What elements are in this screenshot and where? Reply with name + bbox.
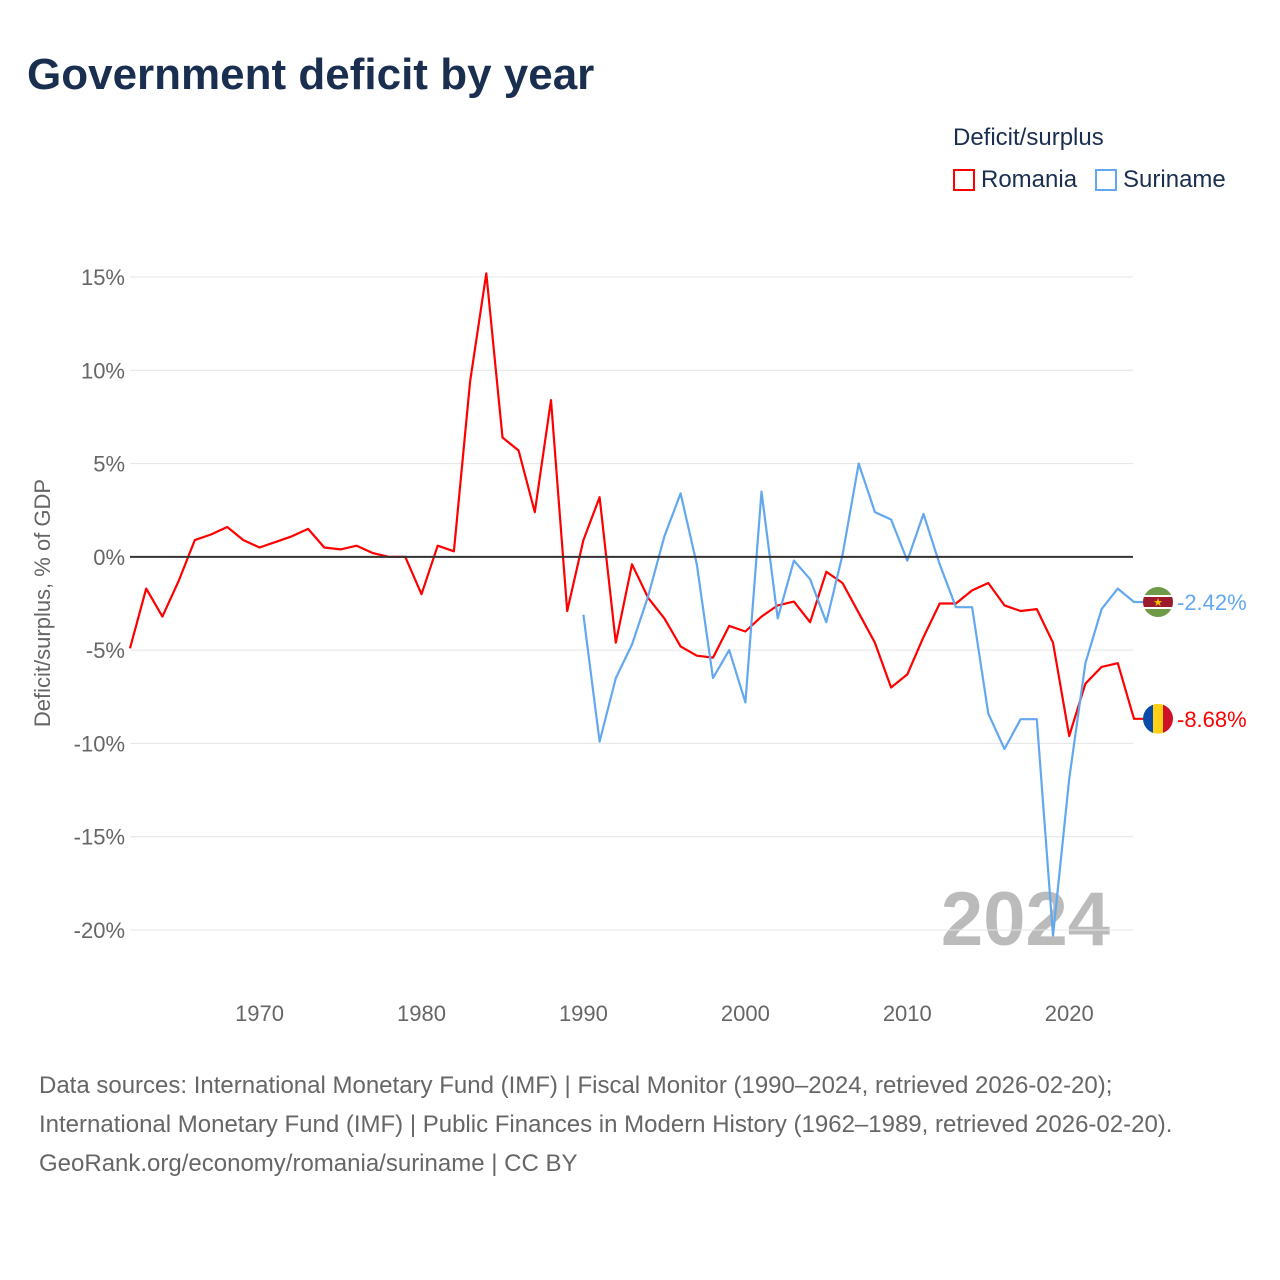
legend-title: Deficit/surplus [953,124,1104,151]
legend: Romania Suriname [953,166,1226,194]
y-tick-label: 0% [93,545,125,570]
series-line-romania[interactable] [128,272,1144,738]
legend-label-romania: Romania [981,166,1078,193]
y-tick-label: -5% [86,638,125,663]
end-label-suriname: -2.42% [1177,590,1247,615]
sources-link[interactable]: GeoRank.org/economy/romania/suriname | C… [39,1150,578,1177]
y-tick-label: 10% [81,358,125,383]
y-tick-label: -20% [74,918,125,943]
x-tick-label: 2010 [883,1001,932,1026]
legend-item-romania[interactable]: Romania [953,166,1077,194]
x-tick-label: 1980 [397,1001,446,1026]
legend-label-suriname: Suriname [1123,166,1226,193]
legend-swatch-suriname [1095,169,1118,191]
legend-item-suriname[interactable]: Suriname [1095,166,1226,194]
end-label-romania: -8.68% [1177,707,1247,732]
y-tick-label: 15% [81,265,125,290]
data-sources: Data sources: International Monetary Fun… [39,1066,1239,1183]
romania-flag-icon [1143,703,1173,734]
chart-title: Government deficit by year [27,50,595,99]
series-line-suriname[interactable] [582,462,1144,937]
x-tick-label: 1970 [235,1001,284,1026]
y-axis-label: Deficit/surplus, % of GDP [30,479,55,727]
x-tick-label: 2020 [1045,1001,1094,1026]
legend-swatch-romania [953,169,975,191]
svg-text:★: ★ [1153,597,1163,609]
suriname-flag-icon: ★ [1143,587,1173,618]
year-watermark: 2024 [941,877,1110,962]
y-tick-label: -15% [74,825,125,850]
x-tick-label: 2000 [721,1001,770,1026]
y-tick-label: -10% [74,731,125,756]
y-tick-label: 5% [93,452,125,477]
x-tick-label: 1990 [559,1001,608,1026]
sources-text: Data sources: International Monetary Fun… [39,1072,1173,1138]
plot-area: 2024 15% 10% 5% 0% -5% -10% -15% -20% 1970 1980 199… [30,265,1247,1026]
